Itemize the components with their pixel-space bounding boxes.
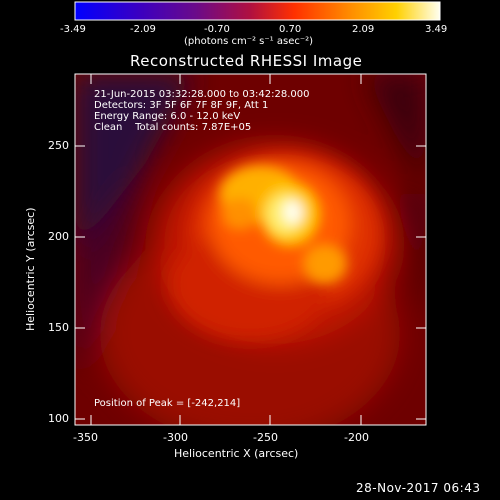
rhessi-image-render [75, 74, 426, 425]
x-tick-label: -300 [163, 431, 188, 444]
colorbar-tick: 2.09 [352, 24, 375, 35]
colorbar-unit-label: (photons cm⁻² s⁻¹ asec⁻²) [184, 36, 314, 47]
plot-title: Reconstructed RHESSI Image [130, 52, 363, 70]
y-tick-label: 200 [48, 230, 69, 243]
rhessi-image [75, 74, 426, 425]
colorbar-tick: -3.49 [60, 24, 86, 35]
colorbar-tick: -2.09 [130, 24, 156, 35]
colorbar-tick: -0.70 [204, 24, 230, 35]
axes-border [74, 73, 427, 426]
y-tick-label: 250 [48, 139, 69, 152]
info-line: 21-Jun-2015 03:32:28.000 to 03:42:28.000 [94, 89, 310, 100]
info-line: Energy Range: 6.0 - 12.0 keV [94, 111, 241, 122]
footer-timestamp: 28-Nov-2017 06:43 [356, 481, 481, 495]
info-line: Detectors: 3F 5F 6F 7F 8F 9F, Att 1 [94, 100, 269, 111]
x-tick-label: -200 [344, 431, 369, 444]
colorbar [74, 1, 441, 21]
colorbar-tick: 0.70 [279, 24, 302, 35]
colorbar-gradient [74, 1, 441, 21]
colorbar-tick: 3.49 [425, 24, 448, 35]
x-tick-label: -250 [253, 431, 278, 444]
y-tick-label: 100 [48, 412, 69, 425]
x-tick-label: -350 [73, 431, 98, 444]
x-axis-label: Heliocentric X (arcsec) [174, 447, 299, 460]
y-tick-label: 150 [48, 321, 69, 334]
peak-position-text: Position of Peak = [-242,214] [94, 398, 241, 409]
info-line: Clean Total counts: 7.87E+05 [94, 122, 252, 133]
y-axis-label: Heliocentric Y (arcsec) [24, 207, 37, 331]
